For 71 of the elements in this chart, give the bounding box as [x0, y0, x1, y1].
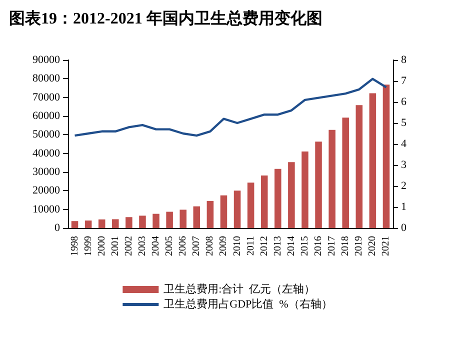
- y-tick-label: 70000: [32, 91, 60, 104]
- bar: [206, 200, 214, 228]
- bar: [139, 216, 146, 228]
- y-tick-label: 10000: [32, 203, 60, 216]
- bar: [260, 176, 268, 228]
- bar: [193, 206, 200, 228]
- x-tick-label: 2017: [326, 236, 338, 256]
- x-tick-label: 2020: [367, 236, 378, 256]
- bar: [234, 190, 241, 228]
- x-tick-label: 2006: [178, 236, 189, 256]
- x-tick-label: 2008: [204, 236, 216, 256]
- bar: [247, 182, 254, 228]
- x-tick-label: 1998: [69, 236, 80, 256]
- bar: [220, 195, 228, 228]
- x-tick-label: 2009: [218, 236, 230, 256]
- bar: [274, 168, 282, 228]
- bar: [180, 210, 186, 228]
- bar: [71, 221, 78, 228]
- y2-tick-label: 1: [401, 201, 406, 213]
- y2-tick-label: 2: [401, 180, 406, 192]
- x-tick-label: 2010: [232, 236, 243, 256]
- bar: [369, 93, 376, 228]
- y-tick-label: 0: [54, 222, 60, 234]
- bar: [328, 130, 336, 228]
- x-tick-label: 2005: [164, 236, 176, 256]
- x-tick-label: 2007: [191, 236, 202, 256]
- x-tick-label: 1999: [82, 236, 94, 256]
- x-tick-label: 2003: [136, 236, 148, 256]
- bar: [342, 118, 349, 228]
- y2-tick-label: 0: [401, 222, 407, 234]
- y2-tick-label: 3: [401, 159, 407, 171]
- y2-tick-label: 5: [401, 117, 407, 129]
- y2-tick-label: 6: [401, 96, 407, 108]
- x-tick-label: 2019: [354, 236, 365, 256]
- bar: [152, 214, 160, 228]
- bar: [126, 217, 132, 228]
- y-tick-label: 20000: [32, 184, 60, 197]
- bar: [84, 220, 92, 228]
- chart-title: 图表19：2012-2021 年国内卫生总费用变化图: [9, 10, 322, 28]
- x-tick-label: 2014: [286, 236, 297, 256]
- line-series: [74, 78, 388, 137]
- bar: [166, 212, 173, 228]
- x-tick-label: 2013: [272, 236, 284, 256]
- x-tick-label: 2015: [299, 236, 310, 256]
- y2-tick-label: 7: [401, 75, 407, 87]
- bar: [356, 105, 363, 228]
- bar: [302, 151, 308, 228]
- y-tick-label: 40000: [32, 147, 60, 160]
- x-tick-label: 2021: [380, 236, 392, 256]
- y-tick-label: 60000: [32, 110, 60, 122]
- x-tick-label: 2002: [123, 236, 134, 256]
- y-tick-label: 50000: [32, 128, 60, 141]
- y2-tick-label: 4: [401, 138, 407, 150]
- y-tick-label: 80000: [32, 72, 60, 85]
- legend-label: 卫生总费用占GDP比值 %（右轴）: [164, 298, 332, 310]
- x-tick-label: 2016: [313, 236, 324, 256]
- y2-tick-label: 8: [401, 54, 407, 66]
- bar: [288, 162, 295, 228]
- x-tick-label: 2012: [258, 236, 270, 256]
- legend-label: 卫生总费用:合计 亿元（左轴）: [164, 282, 316, 296]
- x-tick-label: 2000: [96, 236, 108, 256]
- y-tick-label: 90000: [32, 54, 60, 66]
- bar: [382, 84, 390, 228]
- x-tick-label: 2011: [245, 236, 256, 256]
- x-tick-label: 2018: [340, 236, 352, 256]
- x-tick-label: 2004: [150, 236, 162, 256]
- x-tick-label: 2001: [110, 236, 121, 256]
- bar: [98, 219, 106, 228]
- bar: [315, 142, 322, 228]
- bar: [112, 219, 119, 228]
- y-tick-label: 30000: [32, 166, 60, 178]
